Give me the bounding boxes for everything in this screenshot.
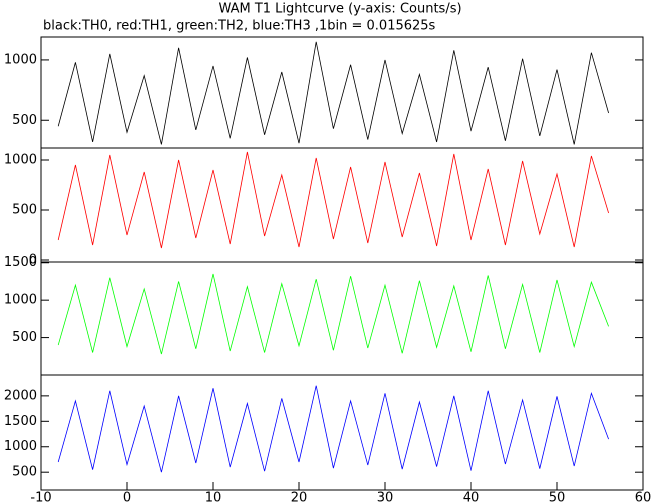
y-tick-label: 1000: [4, 439, 37, 454]
series-line: [57, 273, 609, 355]
plot-frame: [40, 261, 644, 376]
y-tick-label: 1500: [4, 255, 37, 270]
y-tick-label: 500: [12, 203, 37, 218]
y-tick-label: 2000: [4, 388, 37, 403]
y-tick-label: 0: [29, 253, 37, 268]
plot-frame: [40, 147, 644, 263]
x-tick-label: 40: [463, 491, 480, 504]
chart-title: WAM T1 Lightcurve (y-axis: Counts/s): [218, 2, 461, 17]
y-tick-label: 1500: [4, 414, 37, 429]
x-tick-label: -10: [30, 491, 51, 504]
x-tick-label: 50: [549, 491, 566, 504]
series-line: [57, 41, 609, 145]
x-tick-label: 30: [377, 491, 394, 504]
x-tick-label: 60: [635, 491, 652, 504]
y-tick-label: 500: [12, 330, 37, 345]
y-tick-label: 500: [12, 113, 37, 128]
x-tick-label: 0: [123, 491, 131, 504]
y-tick-label: 1000: [4, 293, 37, 308]
plot-frame: [40, 374, 644, 491]
y-tick-label: 1000: [4, 52, 37, 67]
y-tick-label: 1000: [4, 153, 37, 168]
y-tick-label: 500: [12, 465, 37, 480]
series-line: [57, 385, 609, 473]
x-tick-label: 20: [291, 491, 308, 504]
series-line: [57, 151, 609, 249]
plot-frame: [40, 36, 644, 149]
x-tick-label: 10: [205, 491, 222, 504]
chart-subtitle: black:TH0, red:TH1, green:TH2, blue:TH3 …: [43, 19, 436, 34]
